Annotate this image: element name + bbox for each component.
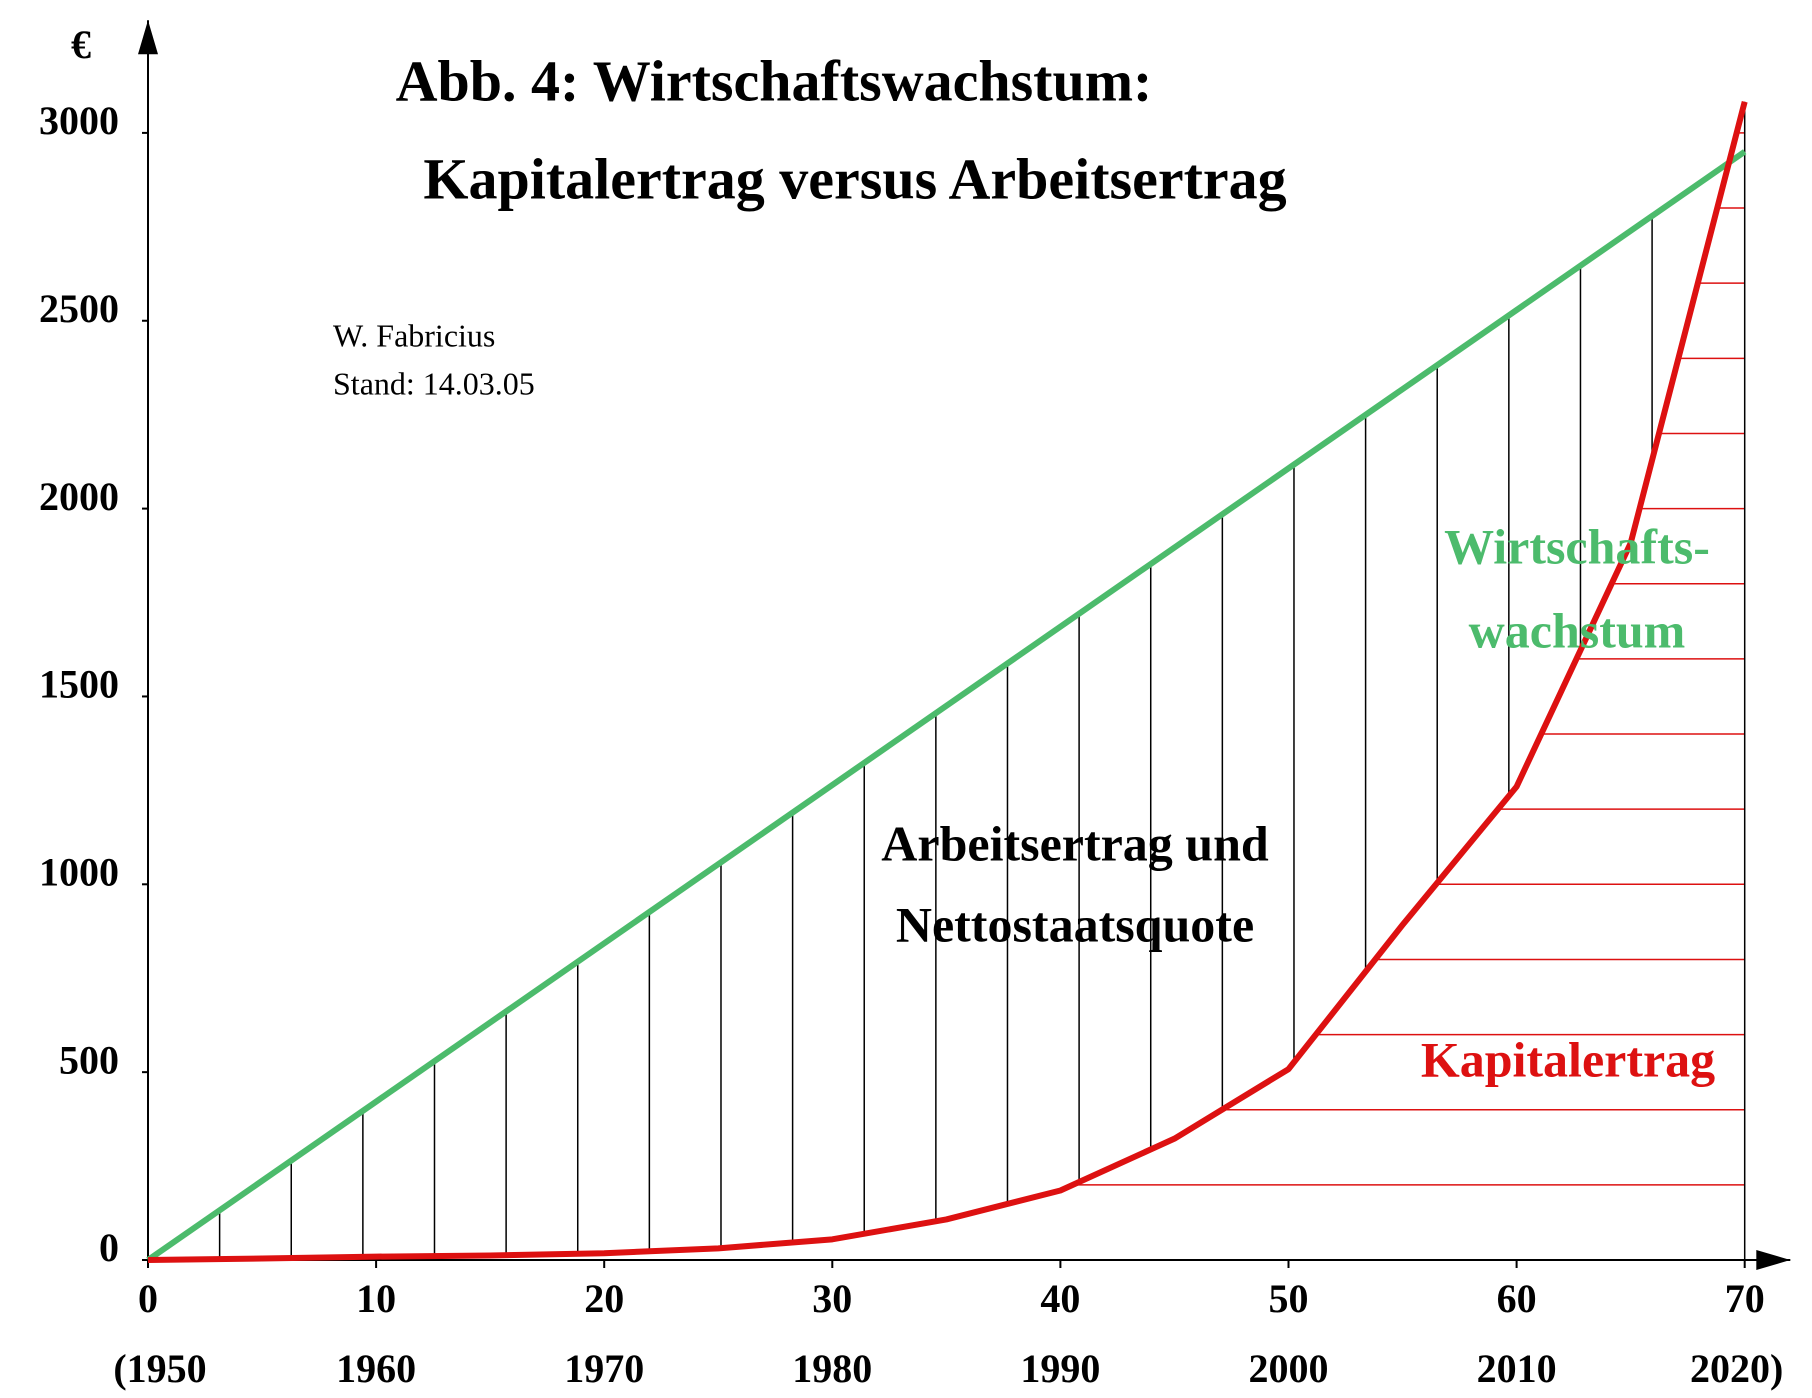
series-line bbox=[147, 100, 1748, 1263]
annotation: Nettostaatsquote bbox=[896, 896, 1254, 952]
x-tick-label: 40 bbox=[1040, 1276, 1080, 1321]
y-axis-label: € bbox=[71, 22, 91, 67]
x-tick-year: 2010 bbox=[1477, 1346, 1557, 1391]
chart-title: Kapitalertrag versus Arbeitsertrag bbox=[423, 146, 1286, 211]
hatching bbox=[218, 101, 1746, 1260]
x-tick-label: 70 bbox=[1725, 1276, 1765, 1321]
author: Stand: 14.03.05 bbox=[333, 365, 535, 401]
x-tick-year: 2020) bbox=[1690, 1346, 1783, 1391]
x-axis-arrow bbox=[1756, 1250, 1791, 1270]
x-tick-label: 60 bbox=[1497, 1276, 1537, 1321]
y-tick-label: 2500 bbox=[39, 286, 119, 331]
x-tick-year: 1960 bbox=[336, 1346, 416, 1391]
series-label: Wirtschafts- bbox=[1444, 518, 1710, 574]
x-tick-year: 2000 bbox=[1249, 1346, 1329, 1391]
x-tick-year: 1990 bbox=[1020, 1346, 1100, 1391]
x-tick-year: (1950 bbox=[113, 1346, 206, 1391]
x-tick-year: 1980 bbox=[792, 1346, 872, 1391]
x-tick-label: 0 bbox=[138, 1276, 158, 1321]
y-axis-arrow bbox=[138, 20, 158, 55]
chart-title: Abb. 4: Wirtschaftswachstum: bbox=[396, 48, 1153, 113]
x-tick-label: 20 bbox=[584, 1276, 624, 1321]
y-tick-label: 1500 bbox=[39, 662, 119, 707]
series-line bbox=[146, 149, 1747, 1263]
x-tick-label: 50 bbox=[1269, 1276, 1309, 1321]
y-tick-label: 2000 bbox=[39, 474, 119, 519]
annotation: Arbeitsertrag und bbox=[881, 815, 1269, 871]
plot: 0 (1950 10 1960 20 1970 30 1980 40 1990 50 2000 60 20… bbox=[39, 20, 1791, 1391]
y-tick-label: 0 bbox=[99, 1225, 119, 1270]
series-label: Kapitalertrag bbox=[1421, 1031, 1715, 1087]
x-tick-year: 1970 bbox=[564, 1346, 644, 1391]
author: W. Fabricius bbox=[333, 317, 495, 353]
x-tick-label: 10 bbox=[356, 1276, 396, 1321]
y-tick-label: 1000 bbox=[39, 849, 119, 894]
y-tick-label: 500 bbox=[59, 1037, 119, 1082]
series-label: wachstum bbox=[1469, 602, 1686, 658]
x-tick-label: 30 bbox=[812, 1276, 852, 1321]
y-tick-label: 3000 bbox=[39, 98, 119, 143]
